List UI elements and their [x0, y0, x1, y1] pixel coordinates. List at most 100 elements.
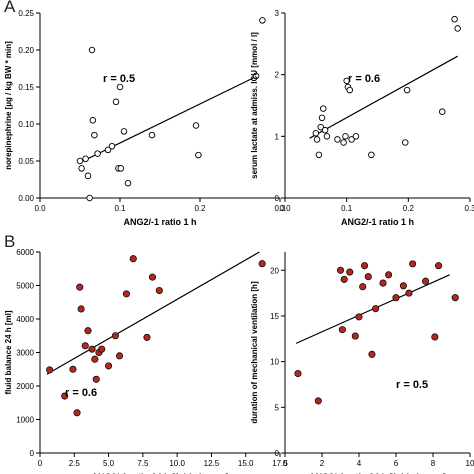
data-point [318, 114, 326, 122]
data-point [155, 286, 163, 295]
chart-3: 0 2.5 5.0 7.5 10.0 12.5 15.0 17.501000200030004… [4, 248, 288, 474]
y-axis-label: norepinephrine [µg / kg BW * min] [4, 41, 13, 170]
x-tick-label: 0.0 [34, 204, 46, 213]
y-tick-label: 2 [275, 71, 280, 80]
data-point [61, 392, 69, 400]
data-point [120, 128, 128, 135]
data-point [346, 268, 354, 276]
x-tick-label: 8 [431, 459, 436, 468]
data-point [94, 150, 101, 157]
data-point [319, 105, 327, 112]
data-point [76, 157, 84, 165]
data-point [403, 86, 411, 94]
data-point [104, 146, 112, 154]
x-tick-label: 0 [283, 459, 288, 468]
trend-line [46, 251, 260, 375]
data-point [348, 136, 355, 143]
x-tick-label: 0.1 [114, 204, 126, 213]
x-tick-label: 6 [394, 459, 399, 468]
y-axis-label: fluid balance 24 h [ml] [4, 310, 13, 394]
data-point [84, 172, 92, 180]
data-point [314, 397, 322, 405]
data-point [46, 366, 54, 374]
y-tick-label: 20 [270, 266, 279, 275]
data-point [148, 273, 157, 281]
y-axis-label: duration of mechanical ventilation [h] [250, 281, 259, 424]
x-tick-label: 0.1 [341, 204, 353, 213]
data-point [124, 179, 132, 187]
x-tick-label: 15.0 [238, 459, 254, 468]
data-point [321, 126, 329, 134]
y-tick-label: 0.25 [18, 9, 34, 18]
data-point [78, 165, 85, 172]
data-point [117, 165, 125, 172]
y-axis-label: serum lactate at admiss. ICU [mmol / l] [250, 32, 259, 179]
x-axis-label: ANG2/-1 ratio 24 h [fold change] [309, 472, 446, 474]
data-point [258, 260, 266, 268]
data-point [88, 46, 96, 54]
data-point [409, 260, 417, 268]
x-tick-label: 0.3 [464, 204, 474, 213]
data-point [82, 155, 89, 163]
data-point [439, 108, 446, 115]
data-point [336, 266, 345, 274]
x-tick-label: 17.5 [272, 459, 288, 468]
data-point [368, 151, 375, 159]
data-point [451, 294, 459, 302]
data-point [192, 122, 200, 129]
data-point [91, 131, 98, 139]
y-tick-label: 5 [275, 403, 280, 412]
y-tick-label: 0.20 [18, 46, 34, 55]
panel-letter-a: A [4, 0, 16, 16]
x-tick-label: 7.5 [137, 459, 149, 468]
y-tick-label: 0 [30, 449, 35, 458]
data-point [342, 133, 349, 140]
y-tick-label: 2000 [16, 382, 34, 391]
data-point [372, 305, 380, 313]
correlation-annotation: r = 0.5 [396, 379, 428, 391]
correlation-annotation: r = 0.5 [103, 73, 135, 85]
x-tick-label: 2 [320, 459, 325, 468]
data-point [364, 273, 372, 281]
data-point [76, 283, 84, 291]
x-tick-label: 0.3 [274, 204, 286, 213]
data-point [379, 279, 387, 287]
trend-line [309, 55, 458, 139]
data-point [73, 409, 81, 417]
data-point [92, 375, 100, 383]
x-tick-label: 10.0 [169, 459, 185, 468]
data-point [116, 83, 124, 91]
data-point [454, 25, 461, 32]
data-point [340, 275, 348, 283]
x-axis-label: ANG2/-1 ratio 24 h [fold change] [91, 472, 228, 474]
data-point [84, 327, 92, 335]
data-point [360, 262, 369, 270]
chart-1: 0.0 0.1 0.2 0.3 0.00 0.05 0.10 0.15 0.20 0.25 ANG2… [4, 9, 286, 227]
data-point [105, 362, 113, 370]
y-tick-label: 6000 [16, 248, 34, 257]
data-point [195, 151, 202, 159]
y-tick-label: 0.00 [18, 194, 34, 203]
data-point [346, 86, 354, 94]
data-point [352, 133, 360, 140]
data-point [323, 133, 331, 140]
data-point [313, 136, 321, 143]
data-point [252, 72, 260, 80]
data-point [405, 289, 413, 297]
data-point [122, 290, 130, 298]
data-point [343, 77, 350, 85]
correlation-annotation: r = 0.6 [348, 73, 380, 85]
y-tick-label: 3000 [16, 349, 34, 358]
data-point [81, 342, 89, 350]
data-point [88, 345, 96, 353]
data-point [431, 333, 439, 341]
panel-letter-b: B [4, 232, 16, 251]
data-point [108, 142, 116, 150]
y-tick-label: 1 [275, 132, 280, 141]
chart-4: 0 2 4 6 8 10 0 5 10 15 20 ANG2/-1 ratio 24 h [fold … [250, 252, 474, 474]
y-tick-label: 0.10 [18, 120, 34, 129]
data-point [86, 194, 93, 202]
data-point [129, 255, 137, 263]
